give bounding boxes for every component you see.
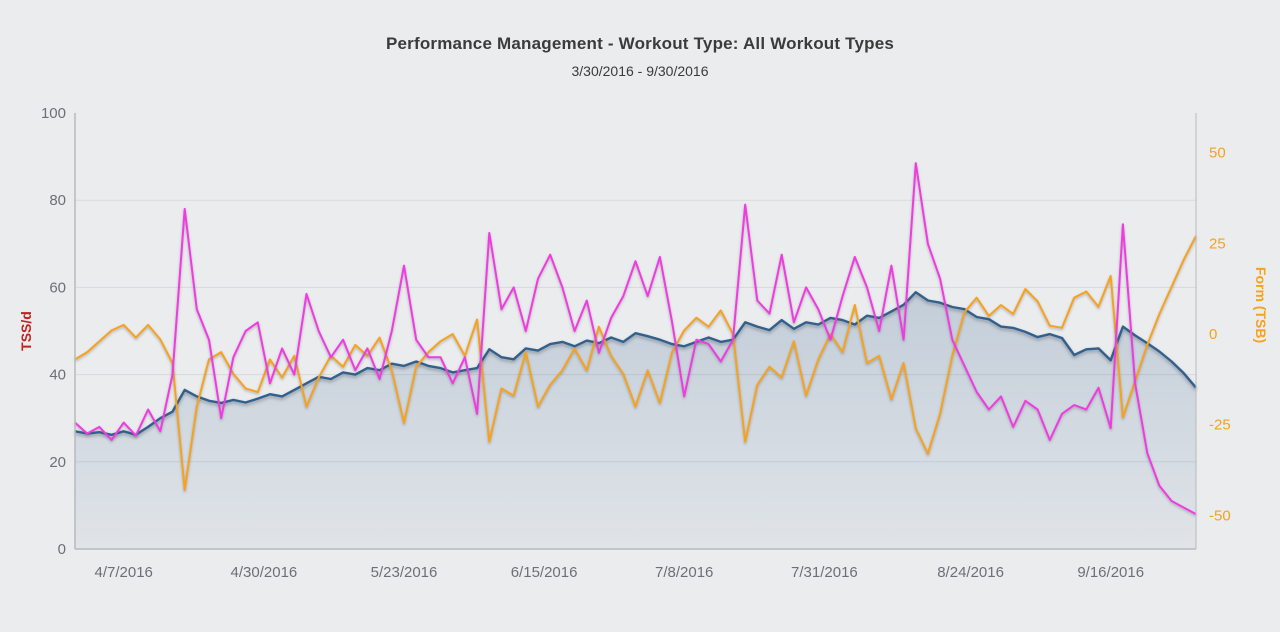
y-left-tick-label: 60 — [49, 279, 66, 296]
blue-line-series — [74, 291, 1197, 436]
x-tick-label: 8/24/2016 — [937, 564, 1004, 581]
y-right-tick-label: -25 — [1209, 417, 1231, 434]
x-tick-label: 7/31/2016 — [791, 564, 858, 581]
x-tick-label: 7/8/2016 — [655, 564, 713, 581]
y-left-axis-title: TSS/d — [18, 311, 34, 351]
y-left-tick-label: 40 — [49, 367, 66, 384]
x-tick-label: 4/30/2016 — [231, 564, 298, 581]
y-right-axis-title: Form (TSB) — [1253, 267, 1269, 343]
chart-title: Performance Management - Workout Type: A… — [385, 34, 895, 53]
x-tick-label: 5/23/2016 — [371, 564, 438, 581]
y-left-tick-label: 100 — [41, 105, 66, 122]
chart-subtitle: 3/30/2016 - 9/30/2016 — [571, 63, 709, 79]
y-right-tick-label: -50 — [1209, 507, 1231, 524]
pink-line-series — [74, 162, 1197, 515]
y-left-tick-label: 0 — [58, 541, 66, 558]
y-left-tick-label: 20 — [49, 454, 66, 471]
x-tick-label: 6/15/2016 — [511, 564, 578, 581]
orange-line-series — [74, 235, 1197, 491]
y-right-tick-label: 25 — [1209, 235, 1226, 252]
y-right-tick-label: 0 — [1209, 326, 1217, 343]
x-tick-label: 4/7/2016 — [95, 564, 153, 581]
y-left-tick-label: 80 — [49, 192, 66, 209]
blue-area-fill — [75, 292, 1196, 549]
y-right-tick-label: 50 — [1209, 145, 1226, 162]
x-tick-label: 9/16/2016 — [1077, 564, 1144, 581]
